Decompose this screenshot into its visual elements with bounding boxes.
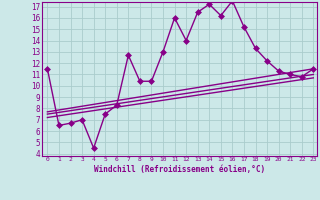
X-axis label: Windchill (Refroidissement éolien,°C): Windchill (Refroidissement éolien,°C) xyxy=(94,165,265,174)
